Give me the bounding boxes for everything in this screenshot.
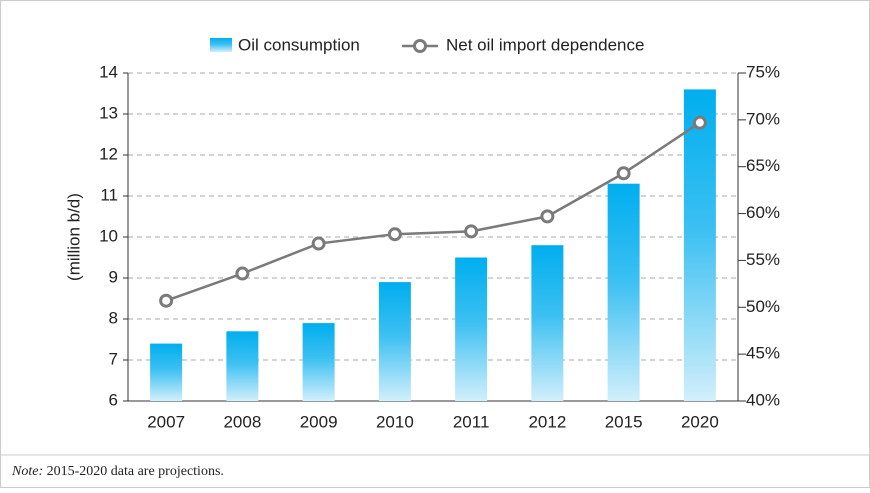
- y2-tick-label: 45%: [746, 344, 780, 363]
- line-marker: [692, 115, 707, 130]
- bar: [455, 257, 488, 401]
- line: [165, 121, 701, 302]
- bar: [531, 245, 564, 401]
- y-tick-label: 9: [109, 267, 118, 286]
- line-marker: [540, 209, 555, 224]
- y2-tick-label: 50%: [746, 297, 780, 316]
- x-tick-label: 2007: [147, 412, 185, 431]
- y-tick-label: 14: [99, 62, 118, 81]
- bar: [226, 331, 259, 401]
- y-tick-label: 6: [109, 390, 118, 409]
- x-tick-label: 2020: [681, 412, 719, 431]
- bar: [150, 343, 183, 401]
- y2-tick-label: 65%: [746, 156, 780, 175]
- y2-tick-label: 75%: [746, 62, 780, 81]
- bar: [378, 282, 411, 401]
- y-tick-label: 13: [99, 103, 118, 122]
- y2-tick-label: 60%: [746, 203, 780, 222]
- legend-label: Oil consumption: [238, 35, 360, 54]
- bar: [302, 323, 335, 401]
- y-tick-label: 10: [99, 226, 118, 245]
- y-tick-label: 12: [99, 144, 118, 163]
- y2-tick-label: 70%: [746, 109, 780, 128]
- note-label: Note:: [11, 464, 43, 479]
- line-marker: [464, 224, 479, 239]
- line-marker: [616, 166, 631, 181]
- x-tick-label: 2015: [605, 412, 643, 431]
- x-tick-label: 2009: [300, 412, 338, 431]
- x-tick-label: 2008: [223, 412, 261, 431]
- x-tick-label: 2012: [528, 412, 566, 431]
- y-axis-label: (million b/d): [64, 193, 83, 281]
- note-text: 2015-2020 data are projections.: [47, 464, 224, 479]
- x-tick-label: 2011: [453, 412, 490, 431]
- y2-tick-label: 40%: [746, 390, 780, 409]
- line-marker: [387, 227, 402, 242]
- legend-swatch: [210, 38, 232, 52]
- x-tick-label: 2010: [376, 412, 414, 431]
- y-tick-label: 8: [109, 308, 118, 327]
- line-marker: [159, 293, 174, 308]
- y-tick-label: 7: [109, 349, 118, 368]
- legend-label: Net oil import dependence: [446, 35, 644, 54]
- line-marker: [235, 266, 250, 281]
- note: Note: 2015-2020 data are projections.: [11, 464, 224, 479]
- line-marker: [311, 236, 326, 251]
- legend-marker: [413, 39, 427, 53]
- bar: [607, 183, 640, 401]
- y2-tick-label: 55%: [746, 250, 780, 269]
- y-tick-label: 11: [100, 185, 118, 204]
- bar: [683, 89, 716, 402]
